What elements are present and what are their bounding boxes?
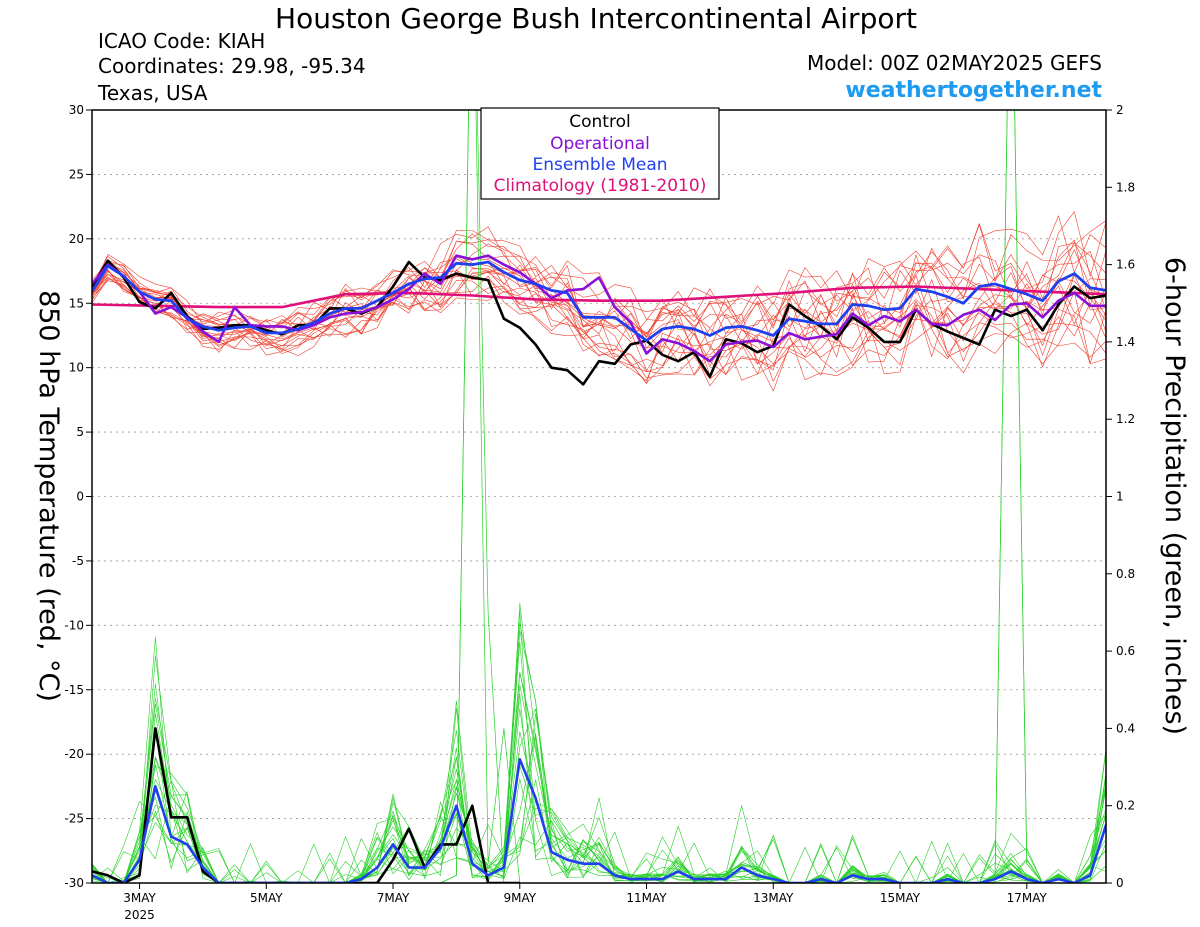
- coordinates: Coordinates: 29.98, -95.34: [98, 54, 366, 78]
- ensemble-member-temperature: [92, 268, 1106, 381]
- ensemble-member-precipitation: [92, 703, 1106, 883]
- ensemble-member-precipitation-spike: [92, 110, 1106, 883]
- ensemble-member-precipitation: [92, 672, 1106, 883]
- y-right-tick-label: 2: [1116, 103, 1124, 117]
- x-tick-label: 17MAY: [1007, 891, 1048, 905]
- ensemble-member-precipitation: [92, 789, 1106, 883]
- y-left-tick-label: -25: [64, 812, 84, 826]
- plot-area: [92, 110, 1106, 883]
- legend-box: [480, 107, 720, 200]
- y-right-tick-label: 1.8: [1116, 180, 1135, 194]
- y-left-tick-label: 0: [76, 490, 84, 504]
- legend-control: Control: [569, 112, 630, 132]
- ensemble-member-precipitation: [92, 732, 1106, 883]
- x-tick-year: 2025: [124, 908, 155, 922]
- y-right-tick-label: 1.6: [1116, 258, 1135, 272]
- ensemble-member-precipitation: [92, 602, 1106, 883]
- legend-ensemble-mean: Ensemble Mean: [532, 155, 667, 175]
- ensemble-member-precipitation: [92, 707, 1106, 883]
- ensemble-member-temperature: [92, 270, 1106, 385]
- ensemble-member-precipitation: [92, 611, 1106, 883]
- ensemble-member-precipitation: [92, 735, 1106, 883]
- model-run: Model: 00Z 02MAY2025 GEFS: [807, 51, 1102, 75]
- ensemble-member-precipitation: [92, 622, 1106, 883]
- ensemble-member-temperature: [92, 265, 1106, 356]
- site-link[interactable]: weathertogether.net: [845, 78, 1102, 103]
- ensemble-mean-temperature-line: [92, 260, 1106, 343]
- y-left-tick-label: 5: [76, 425, 84, 439]
- icao-code: ICAO Code: KIAH: [98, 29, 265, 53]
- ensemble-member-precipitation: [92, 671, 1106, 883]
- y-left-tick-label: -20: [64, 747, 84, 761]
- y-left-tick-label: -5: [72, 554, 84, 568]
- tick-labels: 302520151050-5-10-15-20-25-3021.81.61.41…: [64, 103, 1135, 922]
- legend-climatology: Climatology (1981-2010): [494, 176, 707, 196]
- ensemble-member-precipitation: [92, 708, 1106, 883]
- y-left-tick-label: -30: [64, 876, 84, 890]
- ensemble-member-precipitation: [92, 708, 1106, 883]
- climatology-line: [92, 285, 1106, 309]
- plot-frame: [91, 109, 1107, 884]
- y-left-tick-label: 10: [69, 361, 84, 375]
- ensemble-member-temperature: [92, 258, 1106, 371]
- chart-title: Houston George Bush Intercontinental Air…: [275, 2, 917, 35]
- operational-temperature-line: [92, 254, 1106, 363]
- ensemble-member-temperature: [92, 254, 1106, 371]
- region: Texas, USA: [97, 81, 208, 105]
- y-right-tick-label: 1.4: [1116, 335, 1135, 349]
- y-axis-left-label: 850 hPa Temperature (red, °C): [33, 290, 64, 702]
- y-left-tick-label: 20: [69, 232, 84, 246]
- y-right-tick-label: 0.4: [1116, 721, 1135, 735]
- ensemble-mean-precipitation-line: [92, 757, 1106, 883]
- legend-operational: Operational: [550, 134, 650, 154]
- control-precipitation-line: [92, 727, 520, 883]
- y-right-tick-label: 1: [1116, 490, 1124, 504]
- y-right-tick-label: 0.8: [1116, 567, 1135, 581]
- y-left-tick-label: 30: [69, 103, 84, 117]
- y-left-tick-label: -15: [64, 683, 84, 697]
- x-tick-label: 11MAY: [626, 891, 667, 905]
- x-tick-label: 13MAY: [753, 891, 794, 905]
- x-tick-label: 9MAY: [503, 891, 536, 905]
- x-tick-label: 7MAY: [377, 891, 410, 905]
- y-right-tick-label: 1.2: [1116, 412, 1135, 426]
- ensemble-member-precipitation: [92, 641, 1106, 883]
- y-left-tick-label: 15: [69, 296, 84, 310]
- ensemble-member-precipitation: [92, 683, 1106, 883]
- x-tick-label: 5MAY: [250, 891, 283, 905]
- y-axis-right-label: 6-hour Precipitation (green, inches): [1159, 257, 1190, 735]
- legend: Control Operational Ensemble Mean Climat…: [480, 107, 720, 200]
- y-right-tick-label: 0: [1116, 876, 1124, 890]
- y-left-tick-label: -10: [64, 618, 84, 632]
- x-tick-label: 15MAY: [880, 891, 921, 905]
- y-right-tick-label: 0.6: [1116, 644, 1135, 658]
- x-tick-label: 3MAY: [123, 891, 156, 905]
- y-right-tick-label: 0.2: [1116, 799, 1135, 813]
- grid: [92, 109, 1106, 884]
- ensemble-member-precipitation: [92, 630, 1106, 883]
- y-left-tick-label: 25: [69, 167, 84, 181]
